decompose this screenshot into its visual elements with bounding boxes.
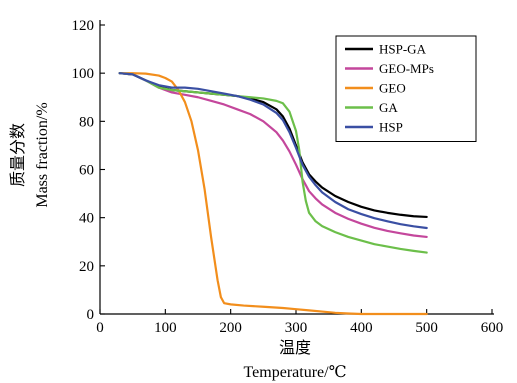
x-tick-label: 300 — [285, 320, 308, 336]
x-tick-label: 600 — [481, 320, 504, 336]
y-axis-label-en: Mass fraction/% — [34, 102, 51, 207]
y-tick-label: 80 — [79, 114, 94, 130]
series-line-hsp — [118, 72, 428, 230]
series-line-geo — [118, 72, 428, 316]
legend: HSP-GA GEO-MPs GEO GA HSP — [335, 35, 477, 142]
y-tick-label: 60 — [79, 163, 94, 179]
legend-label: HSP-GA — [379, 42, 427, 57]
axes: 0 100 200 300 400 500 600 0 20 40 60 80 100 120 — [72, 18, 504, 336]
y-tick-label: 100 — [72, 66, 95, 82]
legend-label: GEO — [379, 81, 406, 96]
x-tick-label: 0 — [96, 320, 104, 336]
series-line-geo-mps — [118, 72, 428, 239]
legend-label: GA — [379, 100, 398, 115]
legend-label: HSP — [379, 120, 403, 135]
y-tick-label: 20 — [79, 259, 94, 275]
y-tick-label: 0 — [87, 307, 95, 323]
x-axis-label-cn: 温度 — [279, 339, 311, 357]
series-group — [118, 72, 428, 316]
legend-label: GEO-MPs — [379, 61, 434, 76]
y-tick-label: 120 — [72, 18, 95, 34]
series-line-ga — [118, 72, 428, 254]
x-tick-label: 100 — [154, 320, 177, 336]
x-tick-label: 500 — [415, 320, 438, 336]
x-tick-label: 200 — [219, 320, 242, 336]
x-tick-label: 400 — [350, 320, 373, 336]
y-tick-label: 40 — [79, 211, 94, 227]
y-axis-label-cn: 质量分数 — [9, 123, 27, 187]
x-axis-label-en: Temperature/℃ — [244, 364, 347, 381]
